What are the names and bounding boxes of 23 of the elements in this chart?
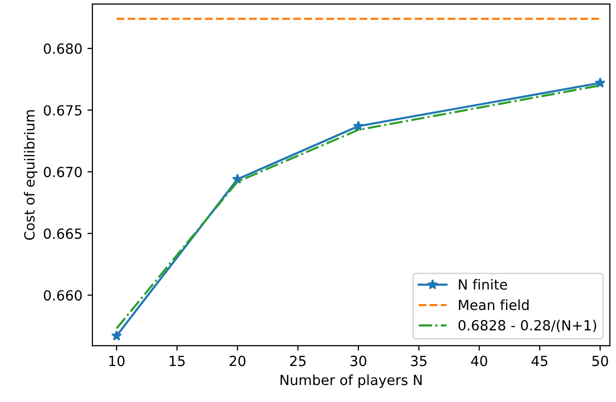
x-tick-label: 15 bbox=[170, 356, 185, 366]
legend-label: Mean field bbox=[458, 299, 529, 310]
y-tick-label: 0.670 bbox=[44, 166, 82, 178]
x-tick-label: 20 bbox=[230, 356, 246, 366]
y-tick-label: 0.675 bbox=[44, 105, 82, 116]
x-tick-label: 35 bbox=[411, 356, 426, 366]
point bbox=[353, 120, 364, 131]
y-tick-label: 0.665 bbox=[44, 228, 82, 239]
x-tick-label: 25 bbox=[290, 356, 306, 366]
legend-label: N finite bbox=[458, 279, 508, 290]
legend-label: 0.6828 - 0.28/(N+1) bbox=[458, 320, 596, 332]
x-axis-title: Number of players N bbox=[280, 374, 422, 388]
x-tick-label: 10 bbox=[109, 356, 124, 366]
x-tick-label: 40 bbox=[471, 356, 488, 366]
point bbox=[594, 77, 606, 88]
x-tick-label: 30 bbox=[350, 356, 366, 366]
y-tick-label: 0.680 bbox=[44, 43, 82, 54]
y-tick-label: 0.660 bbox=[44, 290, 82, 301]
point bbox=[111, 330, 122, 340]
x-tick-label: 50 bbox=[592, 356, 608, 366]
x-tick-label: 45 bbox=[532, 356, 548, 366]
point bbox=[232, 174, 243, 184]
y-axis-title: Cost of equilibrium bbox=[24, 110, 38, 240]
